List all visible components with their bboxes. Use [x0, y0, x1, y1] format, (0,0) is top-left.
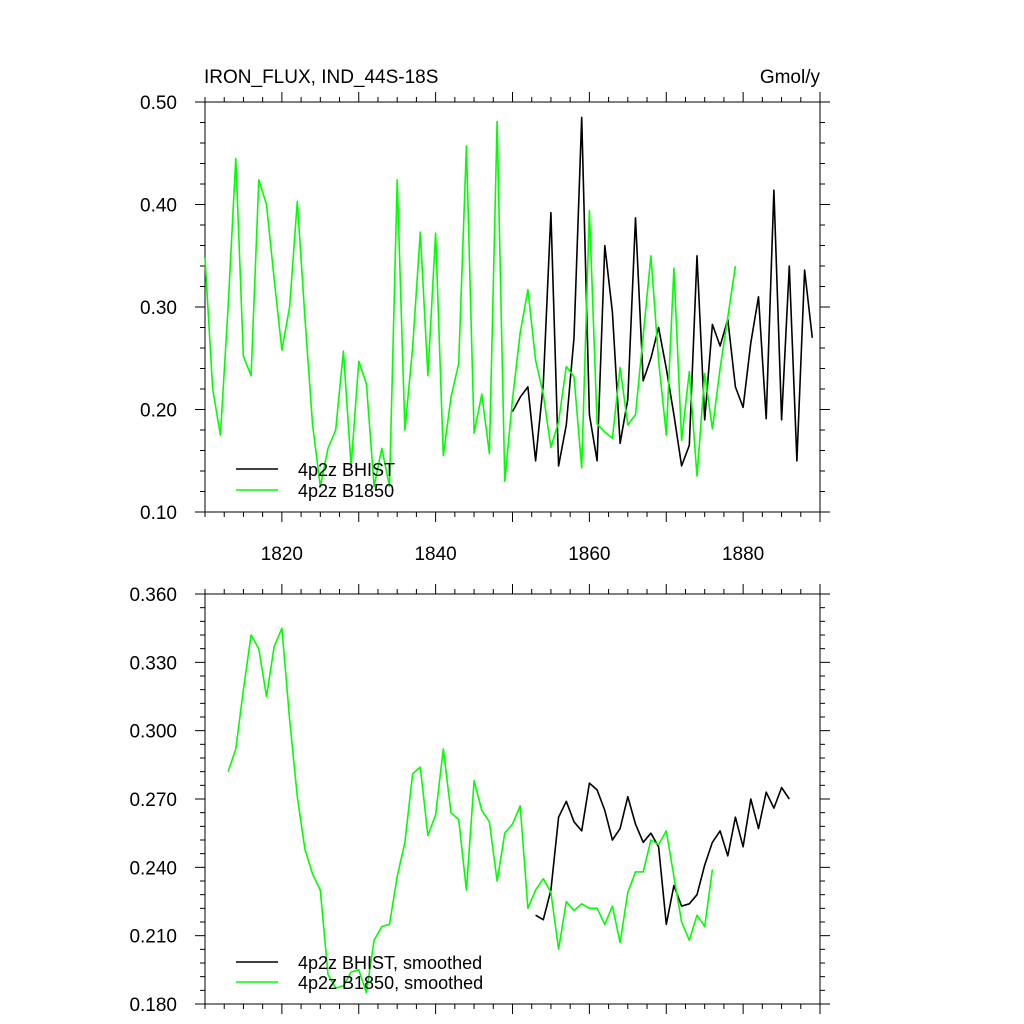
- x-tick-label: 1860: [568, 544, 610, 565]
- series-lines: [227, 627, 790, 994]
- legend: 4p2z BHIST, smoothed 4p2z B1850, smoothe…: [236, 953, 483, 993]
- y-tick-label: 0.180: [129, 995, 177, 1016]
- series-line-bhist: [511, 116, 814, 467]
- x-tick-label: 1880: [722, 544, 764, 565]
- units-label: Gmol/y: [760, 67, 821, 88]
- top-panel: IRON_FLUX, IND_44S-18S Gmol/y 0.100.200.…: [140, 67, 830, 565]
- y-tick-label: 0.210: [129, 927, 177, 948]
- y-tick-label: 0.20: [140, 401, 177, 422]
- x-tick-label: 1820: [261, 544, 303, 565]
- y-tick-label: 0.240: [129, 858, 177, 879]
- plot-frame: [204, 101, 821, 513]
- legend-label-b1850: 4p2z B1850: [298, 481, 394, 501]
- legend-label-bhist-smoothed: 4p2z BHIST, smoothed: [298, 953, 482, 973]
- x-tick-labels: 1820 1840 1860 1880: [261, 544, 765, 565]
- series-lines: [204, 116, 814, 488]
- legend-label-b1850-smoothed: 4p2z B1850, smoothed: [298, 973, 483, 993]
- y-tick-label: 0.30: [140, 298, 177, 319]
- y-tick-label: 0.50: [140, 93, 177, 114]
- series-line-b1850: [204, 120, 737, 488]
- y-tick-labels: 0.10 0.20 0.30 0.40 0.50: [140, 93, 177, 524]
- bottom-panel: 0.180 0.210 0.240 0.270 0.300 0.330 0.360 4p2z…: [129, 584, 830, 1016]
- legend: 4p2z BHIST 4p2z B1850: [236, 460, 395, 501]
- chart-title: IRON_FLUX, IND_44S-18S: [204, 67, 438, 88]
- axis-ticks: [195, 92, 830, 522]
- axis-ticks: [195, 584, 830, 1014]
- legend-label-bhist: 4p2z BHIST: [298, 460, 395, 480]
- series-line-b1850: [227, 627, 714, 994]
- x-tick-label: 1840: [414, 544, 456, 565]
- y-tick-label: 0.10: [140, 503, 177, 524]
- y-tick-labels: 0.180 0.210 0.240 0.270 0.300 0.330 0.360: [129, 585, 177, 1016]
- y-tick-label: 0.360: [129, 585, 177, 606]
- y-tick-label: 0.300: [129, 722, 177, 743]
- y-tick-label: 0.270: [129, 790, 177, 811]
- y-tick-label: 0.40: [140, 196, 177, 217]
- series-line-bhist: [535, 782, 790, 926]
- y-tick-label: 0.330: [129, 653, 177, 674]
